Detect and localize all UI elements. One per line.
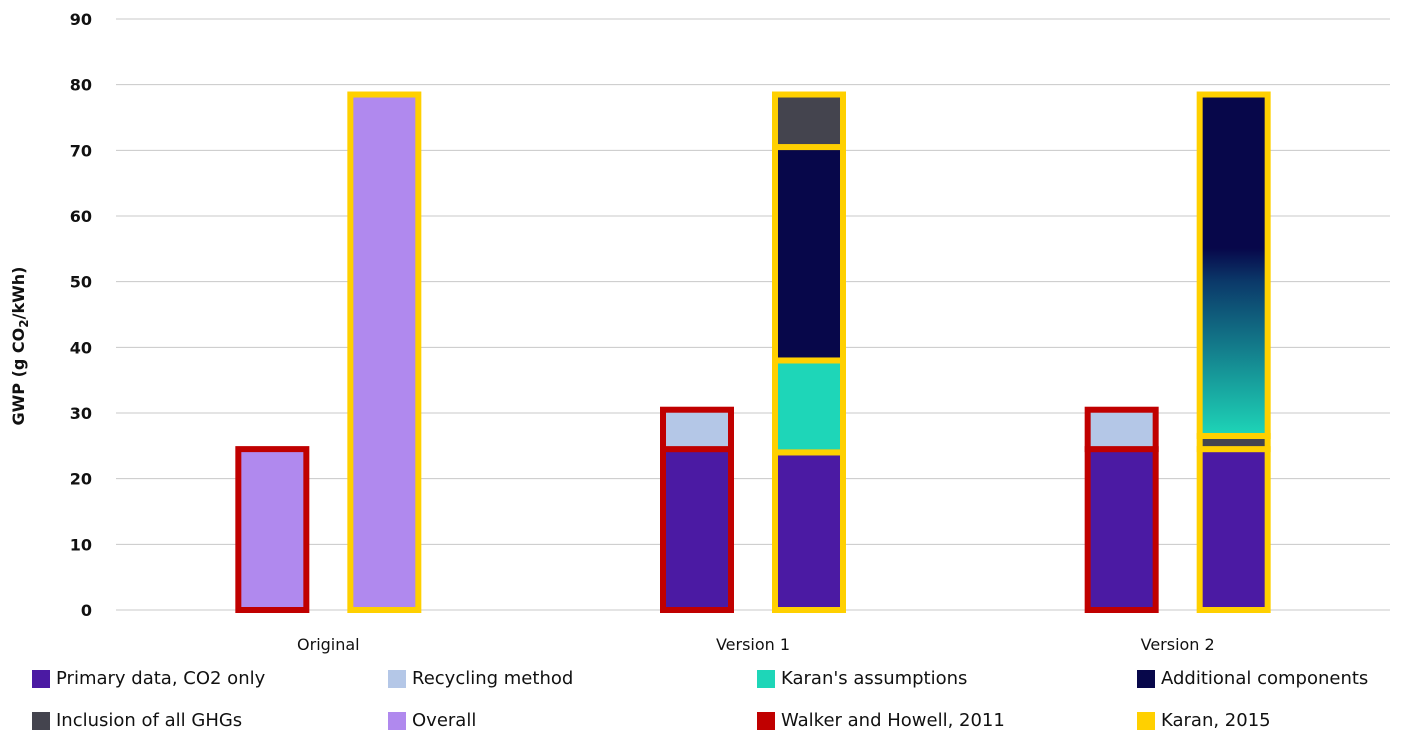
y-tick-label: 50 xyxy=(70,273,92,292)
x-category-label: Version 2 xyxy=(1141,635,1215,654)
y-tick-label: 40 xyxy=(70,338,92,357)
bar-segment xyxy=(772,144,846,364)
bar-segment xyxy=(772,357,846,456)
x-category-label: Original xyxy=(297,635,360,654)
bar-segment xyxy=(1084,406,1159,453)
bar-segment xyxy=(1084,446,1159,613)
bar-segment xyxy=(1196,91,1271,439)
bar-segment xyxy=(660,446,734,613)
y-tick-label: 30 xyxy=(70,404,92,423)
y-tick-label: 80 xyxy=(70,76,92,95)
y-axis-ticks: 0 10 20 30 40 50 60 70 80 90 xyxy=(70,10,92,620)
y-tick-label: 0 xyxy=(81,601,92,620)
bar-segment xyxy=(660,406,734,453)
bar-group xyxy=(235,91,1271,614)
y-axis-label: GWP (g CO2/kWh) xyxy=(9,267,31,426)
x-axis-categories: Original Version 1 Version 2 xyxy=(297,635,1215,654)
y-tick-label: 90 xyxy=(70,10,92,29)
y-tick-label: 70 xyxy=(70,141,92,160)
y-tick-label: 20 xyxy=(70,470,92,489)
bar-segment xyxy=(235,446,310,613)
y-tick-label: 10 xyxy=(70,535,92,554)
bar-segment xyxy=(772,449,846,613)
bar-segment xyxy=(1196,446,1271,613)
bar-segment xyxy=(347,91,422,614)
bar-segment xyxy=(772,91,846,151)
y-tick-label: 60 xyxy=(70,207,92,226)
gridlines xyxy=(116,18,1390,611)
x-category-label: Version 1 xyxy=(716,635,790,654)
